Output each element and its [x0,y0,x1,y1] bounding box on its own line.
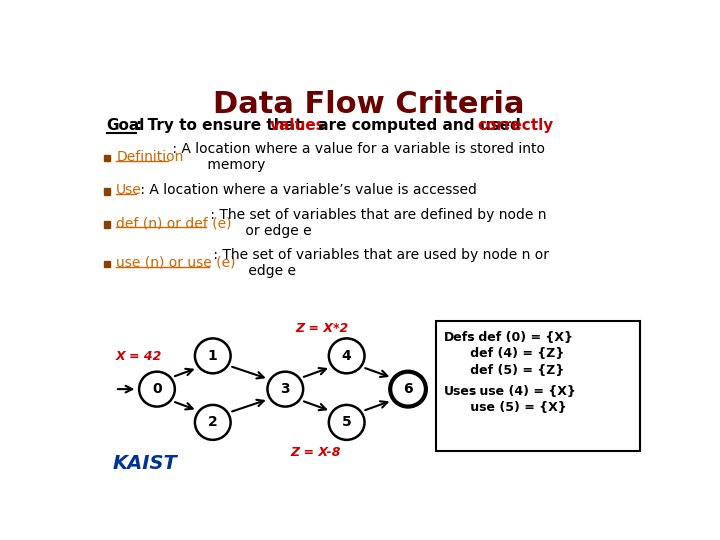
Text: 5: 5 [342,415,351,429]
Text: 3: 3 [281,382,290,396]
Ellipse shape [329,339,364,373]
Text: def (4) = {Z}: def (4) = {Z} [444,347,564,360]
Bar [104,188,110,194]
Text: Data Flow Criteria: Data Flow Criteria [213,90,525,119]
Text: correctly: correctly [478,118,554,133]
Ellipse shape [329,405,364,440]
Text: Defs: Defs [444,330,476,343]
Text: Uses: Uses [444,384,477,397]
Ellipse shape [390,372,426,407]
FancyBboxPatch shape [436,321,639,451]
Text: Definition: Definition [116,150,184,164]
Text: def (n) or def (e): def (n) or def (e) [116,216,232,230]
Text: Z = X*2: Z = X*2 [295,322,348,335]
Text: : The set of variables that are used by node n or
         edge e: : The set of variables that are used by … [209,248,549,278]
Text: Use: Use [116,183,142,197]
Text: 4: 4 [342,349,351,363]
Text: Z = X-8: Z = X-8 [291,446,341,459]
Bar [104,261,110,267]
Ellipse shape [267,372,303,407]
Ellipse shape [195,405,230,440]
Ellipse shape [139,372,175,407]
Text: : The set of variables that are defined by node n
         or edge e: : The set of variables that are defined … [206,208,546,238]
Text: 0: 0 [152,382,162,396]
Text: use (n) or use (e): use (n) or use (e) [116,256,235,269]
Text: : def (0) = {X}: : def (0) = {X} [469,330,573,343]
Text: KAIST: KAIST [112,455,177,474]
Bar [104,154,110,161]
Text: def (5) = {Z}: def (5) = {Z} [444,364,564,377]
Text: values: values [269,118,325,133]
Text: are computed and used: are computed and used [312,118,526,133]
Text: : Try to ensure that: : Try to ensure that [137,118,308,133]
Ellipse shape [195,339,230,373]
Text: 6: 6 [403,382,413,396]
Text: : A location where a variable’s value is accessed: : A location where a variable’s value is… [136,183,477,197]
Text: Goal: Goal [107,118,145,133]
Bar [104,221,110,228]
Text: 1: 1 [208,349,217,363]
Text: X = 42: X = 42 [116,350,162,363]
Text: : use (4) = {X}: : use (4) = {X} [470,384,576,397]
Text: : A location where a value for a variable is stored into
         memory: : A location where a value for a variabl… [168,141,546,172]
Text: use (5) = {X}: use (5) = {X} [444,401,567,414]
Text: 2: 2 [208,415,217,429]
